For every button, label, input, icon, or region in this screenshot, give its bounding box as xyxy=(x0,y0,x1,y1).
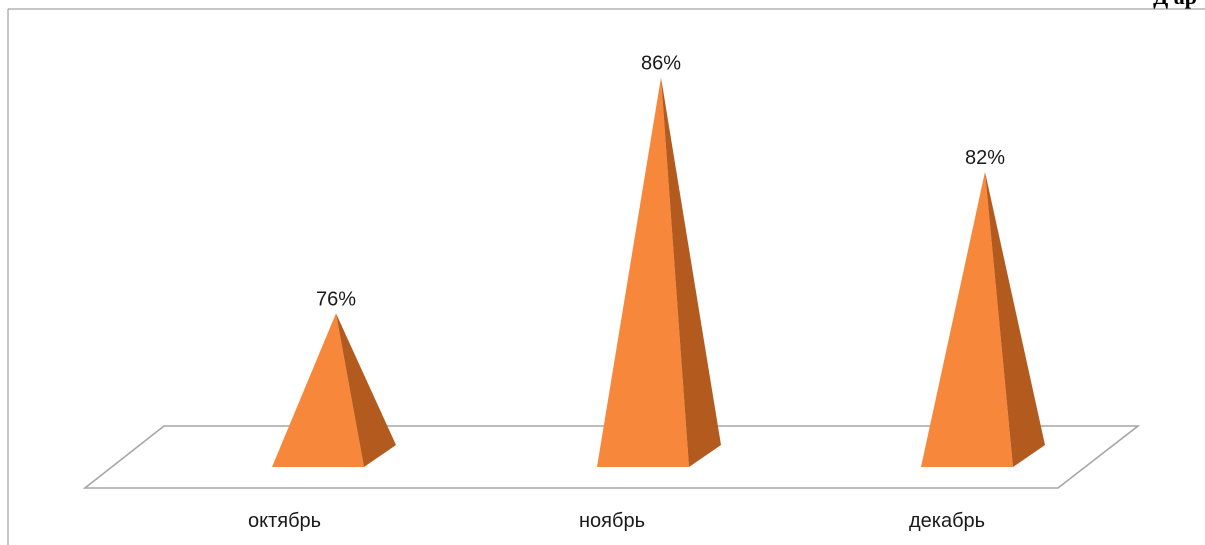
pyramid-side-1 xyxy=(336,313,396,467)
data-label-3: 82% xyxy=(965,147,1005,169)
pyramid-front-3 xyxy=(921,171,1013,468)
corner-text: Д ар xyxy=(1153,0,1197,10)
pyramid-side-2 xyxy=(661,77,721,468)
data-label-2: 86% xyxy=(641,52,681,74)
pyramid-front-1 xyxy=(272,313,364,467)
data-label-1: 76% xyxy=(316,288,356,310)
chart-marks: 76% октябрь 86% ноябрь 82% декабрь xyxy=(248,52,1045,532)
category-label-1: октябрь xyxy=(248,510,321,532)
category-label-2: ноябрь xyxy=(579,510,645,532)
category-label-3: декабрь xyxy=(909,510,985,532)
pyramid-side-3 xyxy=(985,171,1045,468)
pyramid-front-2 xyxy=(597,77,689,468)
